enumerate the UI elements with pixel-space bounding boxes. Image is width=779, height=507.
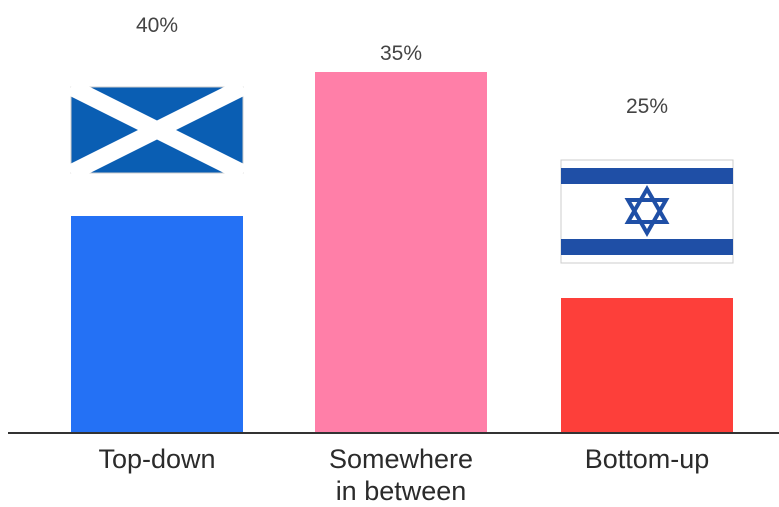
bar-top-down bbox=[71, 216, 243, 432]
bar-somewhere-in-between bbox=[315, 72, 487, 432]
category-label-line: Top-down bbox=[98, 444, 216, 474]
scotland-flag-icon bbox=[67, 79, 247, 181]
category-label-line: Somewhere bbox=[328, 444, 474, 474]
value-label: 25% bbox=[625, 95, 669, 118]
category-label: Bottom-up bbox=[537, 443, 757, 475]
category-label: Top-down bbox=[47, 443, 267, 475]
category-label: Somewhere in between bbox=[291, 443, 511, 507]
category-label-line: in between bbox=[335, 476, 467, 506]
category-label-line: Bottom-up bbox=[584, 444, 710, 474]
value-label: 40% bbox=[135, 14, 179, 37]
bar-bottom-up bbox=[561, 298, 733, 432]
israel-flag-icon bbox=[560, 159, 734, 264]
value-label: 35% bbox=[379, 42, 423, 65]
